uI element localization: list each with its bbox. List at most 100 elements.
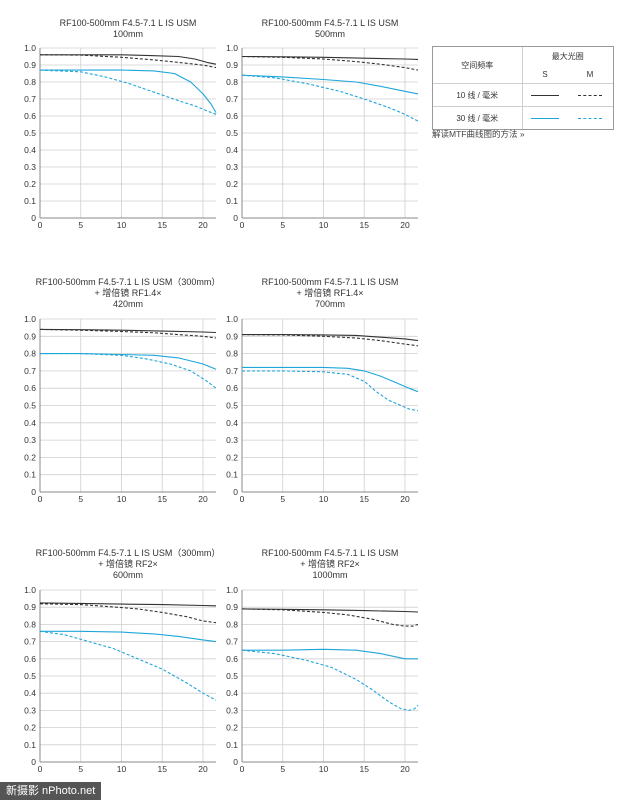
- y-tick-label: 0.3: [226, 435, 238, 445]
- y-tick-label: 0.8: [226, 349, 238, 359]
- series-line-30-s: [40, 353, 217, 370]
- y-tick-label: 1.0: [24, 43, 36, 53]
- series-line-30-s: [40, 69, 217, 113]
- chart-title-line: RF100-500mm F4.5-7.1 L IS USM: [261, 277, 399, 287]
- series-line-10-m: [39, 54, 217, 69]
- chart-title-line: 1000mm: [312, 570, 348, 580]
- y-tick-label: 0.3: [24, 705, 36, 715]
- x-tick-label: 20: [400, 764, 410, 774]
- x-tick-label: 0: [38, 764, 43, 774]
- chart-title-1: RF100-500mm F4.5-7.1 L IS USM 100mm: [28, 18, 228, 40]
- y-tick-label: 0.8: [226, 77, 238, 87]
- series-line-30-m: [39, 69, 217, 115]
- chart-title-line: 600mm: [112, 570, 143, 580]
- y-tick-label: 1.0: [24, 314, 36, 324]
- chart-title-4: RF100-500mm F4.5-7.1 L IS USM + 增倍镜 RF1.4…: [230, 277, 430, 310]
- y-tick-label: 0.2: [226, 179, 238, 189]
- y-tick-label: 0.6: [226, 383, 238, 393]
- y-tick-label: 0.1: [226, 470, 238, 480]
- mtf-chart-6: 0 0.1 0.2 0.3 0.4 0.5 0.6 0.7 0.8 0.9 1.0 0 5 10 15 20: [226, 585, 419, 774]
- y-tick-label: 0.7: [226, 637, 238, 647]
- chart-title-line: 700mm: [314, 299, 345, 309]
- x-tick-label: 15: [359, 220, 369, 230]
- chart-title-line: 420mm: [112, 299, 143, 309]
- chart-title-2: RF100-500mm F4.5-7.1 L IS USM 500mm: [230, 18, 430, 40]
- y-tick-label: 0.4: [24, 418, 36, 428]
- y-tick-label: 1.0: [226, 314, 238, 324]
- chart-title-3: RF100-500mm F4.5-7.1 L IS USM（300mm） + 增倍…: [28, 277, 228, 310]
- series-line-10-m: [241, 55, 419, 71]
- series-line-10-s: [39, 328, 217, 334]
- x-tick-label: 5: [280, 220, 285, 230]
- chart-title-5: RF100-500mm F4.5-7.1 L IS USM（300mm） + 增倍…: [28, 548, 228, 581]
- x-tick-label: 10: [319, 220, 329, 230]
- y-tick-label: 0.9: [24, 331, 36, 341]
- y-tick-label: 0.4: [226, 145, 238, 155]
- y-tick-label: 0.4: [226, 688, 238, 698]
- mtf-chart-1: 0 0.1 0.2 0.3 0.4 0.5 0.6 0.7 0.8 0.9 1.0 0 5 10 15 20: [24, 43, 217, 230]
- y-tick-label: 0.4: [24, 688, 36, 698]
- series-line-10-m: [241, 334, 419, 347]
- x-tick-label: 0: [240, 764, 245, 774]
- chart-title-line: RF100-500mm F4.5-7.1 L IS USM（300mm）: [35, 548, 221, 558]
- series-line-30-m: [39, 630, 217, 701]
- y-tick-label: 0.2: [24, 452, 36, 462]
- x-tick-label: 20: [400, 494, 410, 504]
- y-tick-label: 0.4: [226, 418, 238, 428]
- series-line-30-m: [241, 74, 419, 122]
- series-line-10-s: [40, 54, 217, 65]
- watermark: 新摄影 nPhoto.net: [0, 782, 102, 800]
- x-tick-label: 0: [38, 494, 43, 504]
- x-tick-label: 20: [400, 220, 410, 230]
- y-tick-label: 0.2: [226, 723, 238, 733]
- y-tick-label: 0.6: [24, 654, 36, 664]
- mtf-chart-2: 0 0.1 0.2 0.3 0.4 0.5 0.6 0.7 0.8 0.9 1.0 0 5 10 15 20: [226, 43, 419, 230]
- y-tick-label: 0.3: [24, 162, 36, 172]
- series-line-10-m: [39, 603, 217, 624]
- mtf-chart-3: 0 0.1 0.2 0.3 0.4 0.5 0.6 0.7 0.8 0.9 1.0 0 5 10 15 20: [24, 314, 217, 504]
- y-tick-label: 0: [233, 213, 238, 223]
- series-line-30-s: [40, 630, 217, 643]
- y-tick-label: 0.9: [226, 60, 238, 70]
- y-tick-label: 0: [233, 757, 238, 767]
- x-tick-label: 0: [38, 220, 43, 230]
- chart-title-line: RF100-500mm F4.5-7.1 L IS USM: [261, 548, 399, 558]
- x-tick-label: 5: [280, 764, 285, 774]
- mtf-chart-4: 0 0.1 0.2 0.3 0.4 0.5 0.6 0.7 0.8 0.9 1.0 0 5 10 15 20: [226, 314, 419, 504]
- y-tick-label: 0.8: [24, 77, 36, 87]
- y-tick-label: 0.6: [24, 383, 36, 393]
- x-tick-label: 15: [157, 494, 167, 504]
- chart-title-line: + 增倍镜 RF2×: [98, 559, 158, 569]
- x-tick-label: 10: [319, 494, 329, 504]
- x-tick-label: 15: [359, 764, 369, 774]
- x-tick-label: 10: [117, 764, 127, 774]
- series-line-30-m: [241, 649, 419, 711]
- y-tick-label: 0.3: [24, 435, 36, 445]
- x-tick-label: 10: [117, 494, 127, 504]
- legend-row-10: 10 线 / 毫米: [433, 84, 523, 106]
- x-tick-label: 5: [78, 494, 83, 504]
- mtf-guide-link[interactable]: 解读MTF曲线图的方法 »: [432, 129, 525, 139]
- chart-title-line: + 增倍镜 RF2×: [300, 559, 360, 569]
- x-tick-label: 5: [78, 764, 83, 774]
- y-tick-label: 0.5: [226, 401, 238, 411]
- y-tick-label: 0.9: [24, 60, 36, 70]
- chart-title-line: 100mm: [112, 29, 143, 39]
- y-tick-label: 0.1: [24, 740, 36, 750]
- y-tick-label: 0.8: [226, 619, 238, 629]
- x-tick-label: 20: [198, 494, 208, 504]
- y-tick-label: 0.5: [24, 671, 36, 681]
- legend-col-m: M: [586, 69, 594, 79]
- y-tick-label: 0.7: [24, 366, 36, 376]
- series-line-10-s: [241, 608, 419, 613]
- x-tick-label: 10: [117, 220, 127, 230]
- y-tick-label: 0.6: [226, 654, 238, 664]
- y-tick-label: 0: [31, 757, 36, 767]
- series-line-10-m: [241, 608, 419, 627]
- legend-header-aperture: 最大光圈: [551, 51, 584, 61]
- y-tick-label: 0.8: [24, 349, 36, 359]
- legend-header-frequency: 空间频率: [433, 47, 523, 83]
- y-tick-label: 0.5: [24, 401, 36, 411]
- x-tick-label: 10: [319, 764, 329, 774]
- y-tick-label: 0.9: [226, 331, 238, 341]
